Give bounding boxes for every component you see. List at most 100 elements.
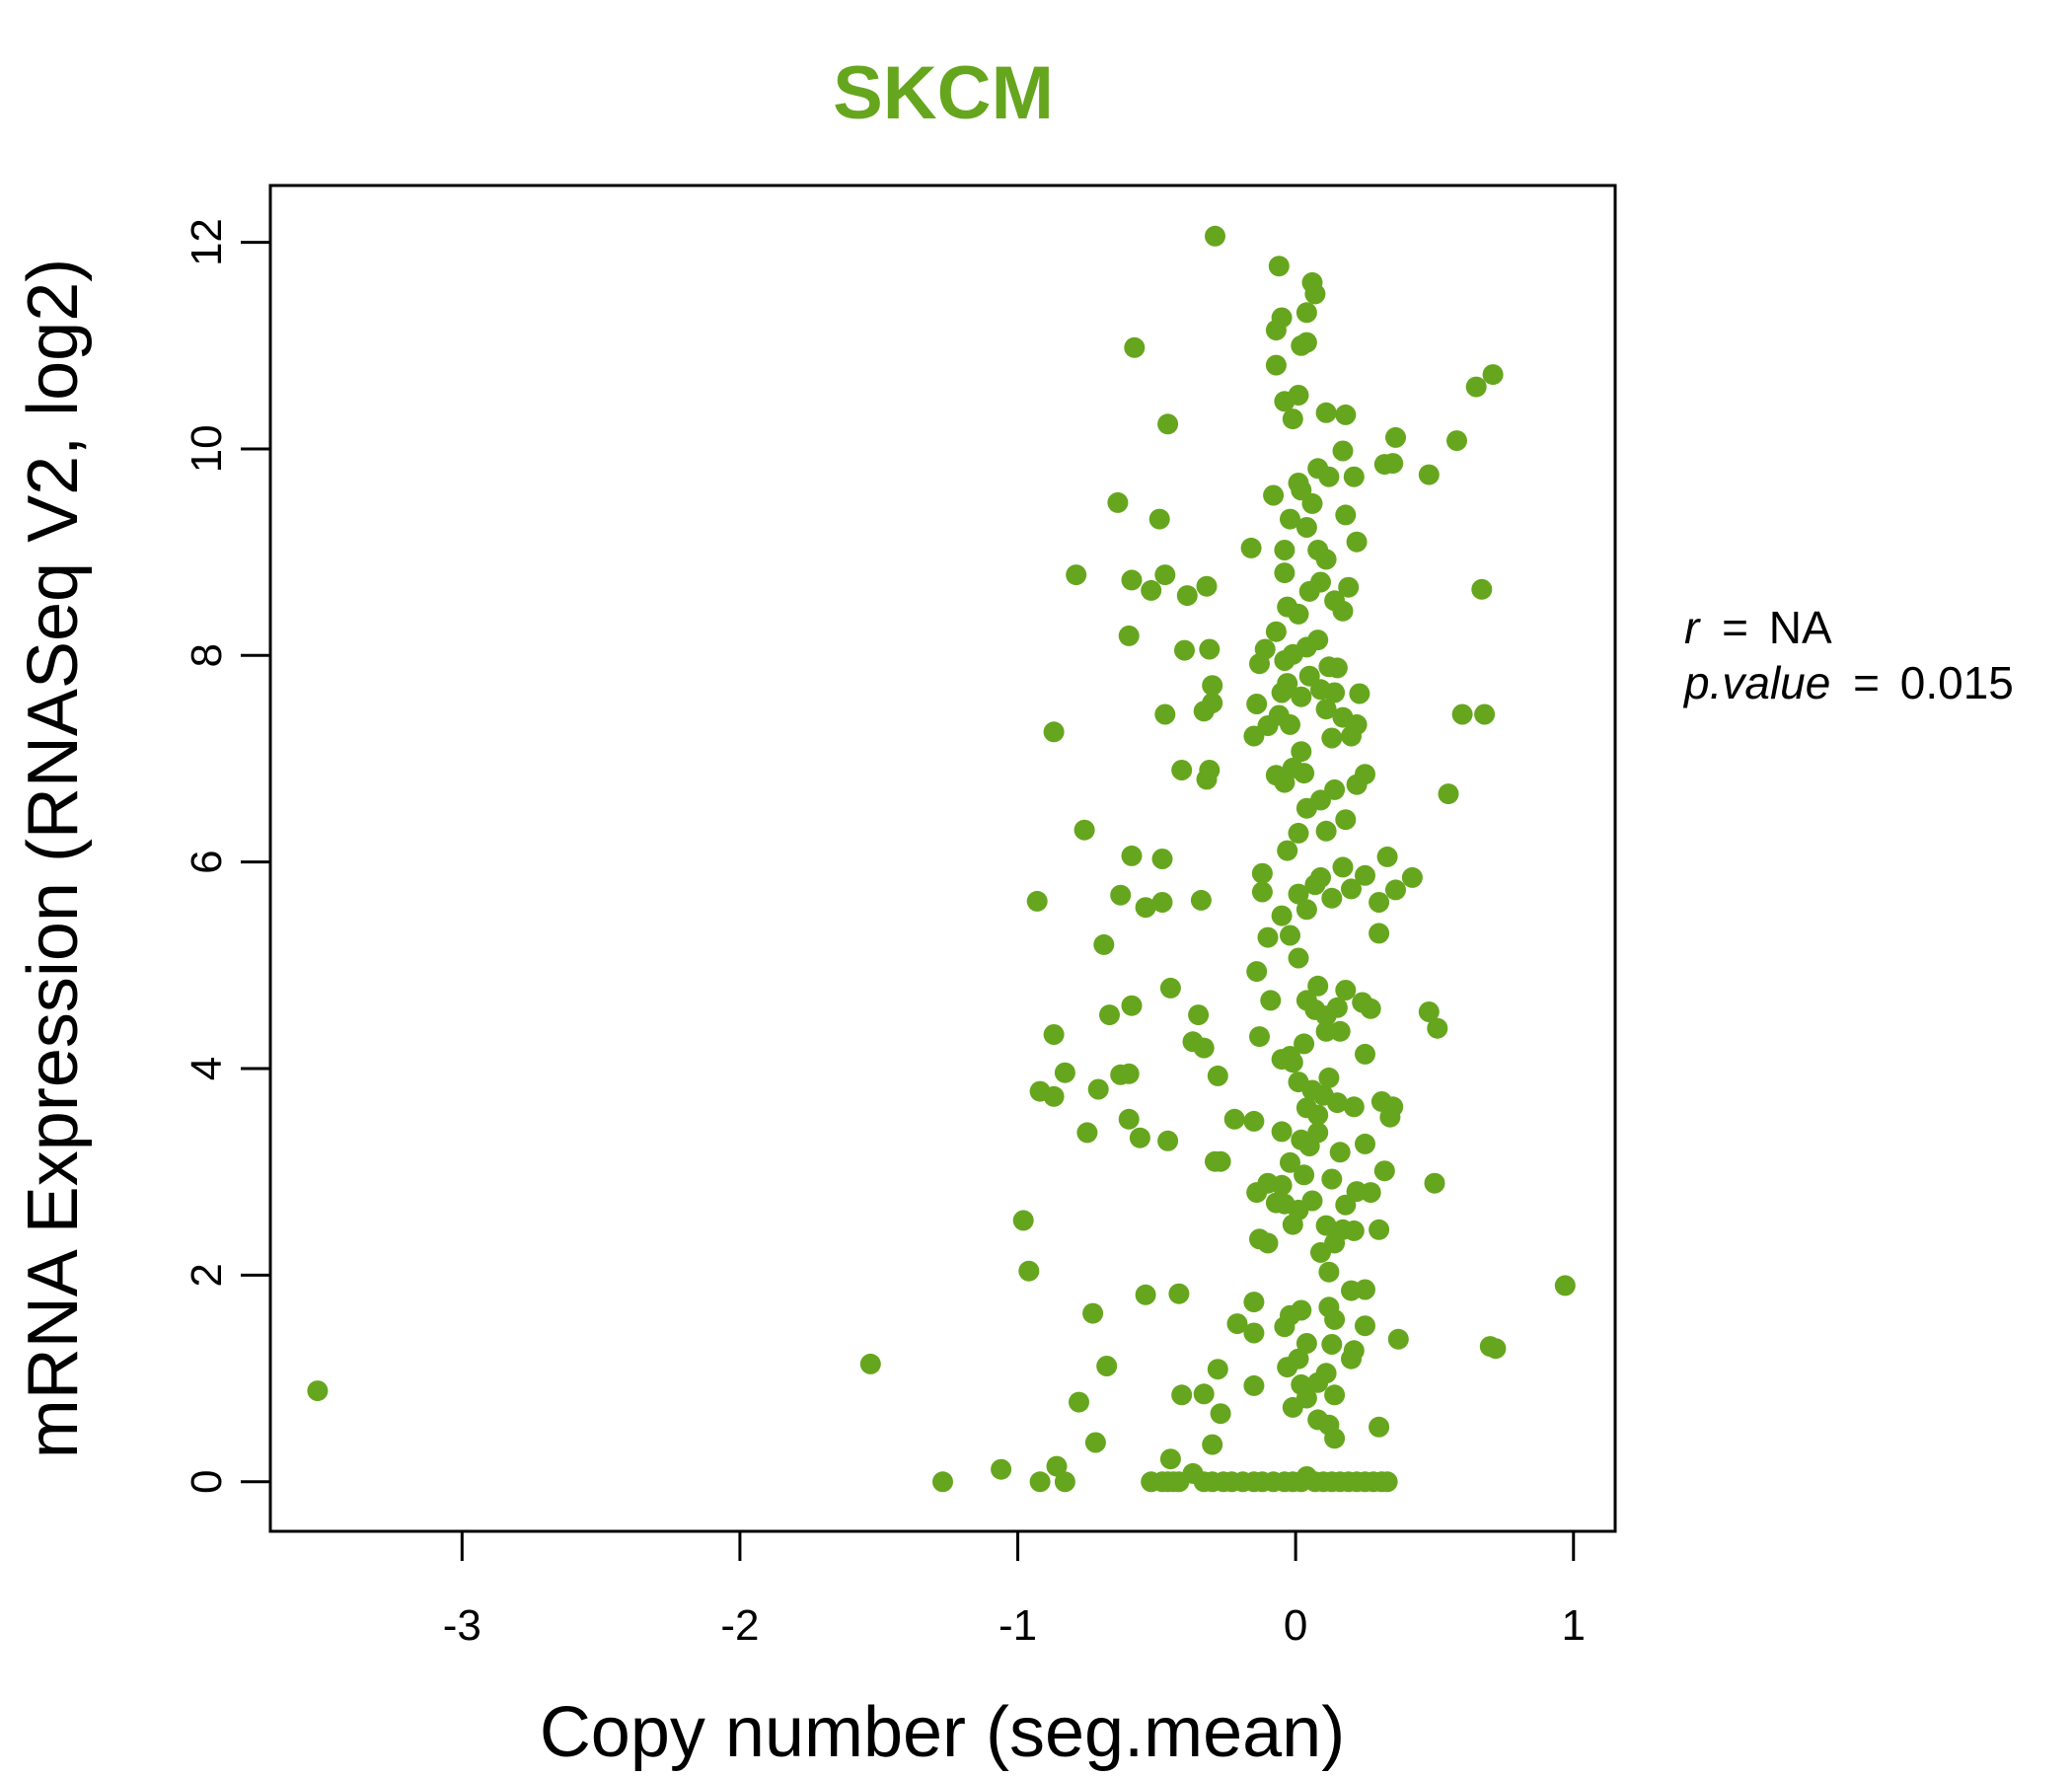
data-point xyxy=(1427,1017,1448,1039)
data-point xyxy=(1321,1334,1343,1355)
data-point xyxy=(1335,404,1357,425)
data-point xyxy=(1110,884,1132,906)
data-point xyxy=(1274,562,1295,584)
data-point xyxy=(1069,1391,1089,1413)
x-tick-label: -3 xyxy=(443,1601,481,1650)
data-point xyxy=(859,1353,881,1374)
data-point xyxy=(1157,1130,1179,1151)
data-point xyxy=(1076,1122,1098,1144)
r-value: NA xyxy=(1769,602,1832,653)
data-point xyxy=(1369,892,1390,913)
data-point xyxy=(1446,430,1467,452)
data-point xyxy=(1151,892,1173,913)
x-tick-label: 1 xyxy=(1562,1601,1586,1650)
data-point xyxy=(1087,1078,1109,1100)
data-point xyxy=(1369,923,1390,944)
data-point xyxy=(1321,727,1343,749)
data-point xyxy=(1151,849,1173,869)
data-point xyxy=(1226,1313,1248,1335)
data-point xyxy=(1054,1062,1075,1083)
y-tick-label: 2 xyxy=(183,1263,231,1287)
data-point xyxy=(1243,1374,1265,1396)
data-point xyxy=(1018,1260,1040,1282)
r-equals: = xyxy=(1722,602,1748,653)
data-point xyxy=(1026,890,1048,912)
data-point xyxy=(1196,769,1218,790)
data-point xyxy=(991,1458,1012,1480)
data-point xyxy=(1326,657,1348,679)
x-tick-label: -1 xyxy=(999,1601,1037,1650)
data-point xyxy=(1277,840,1298,861)
data-point xyxy=(1307,629,1329,651)
data-point xyxy=(1288,473,1309,493)
data-point xyxy=(1382,453,1404,475)
data-point xyxy=(1343,1340,1365,1362)
data-point xyxy=(1294,1164,1315,1186)
data-point xyxy=(1141,579,1162,601)
data-point xyxy=(1274,1316,1295,1338)
data-point xyxy=(1265,354,1287,376)
data-point xyxy=(1121,845,1143,866)
data-point xyxy=(1210,1150,1231,1172)
data-point xyxy=(1240,537,1262,558)
data-point xyxy=(1246,694,1268,714)
data-point xyxy=(1029,1080,1051,1102)
data-point xyxy=(1349,683,1370,704)
data-point xyxy=(1066,564,1087,586)
y-axis: 0 2 4 6 8 10 12 xyxy=(183,218,270,1494)
data-point xyxy=(1295,332,1317,353)
data-point xyxy=(1107,491,1129,513)
data-point xyxy=(1271,682,1293,703)
data-point xyxy=(1346,713,1368,735)
data-point xyxy=(1355,1043,1375,1065)
data-point xyxy=(1265,621,1287,642)
data-point xyxy=(1326,1092,1348,1114)
x-tick-label: 0 xyxy=(1284,1601,1307,1650)
data-point xyxy=(1029,1471,1051,1493)
data-point xyxy=(1043,721,1065,743)
data-point xyxy=(1295,1333,1317,1354)
data-point xyxy=(1288,603,1309,625)
data-point xyxy=(1121,995,1143,1016)
data-point xyxy=(1295,302,1317,324)
data-point xyxy=(1202,675,1223,697)
data-point xyxy=(1124,336,1146,358)
data-point xyxy=(1210,1403,1231,1425)
data-point xyxy=(1315,1215,1337,1236)
data-point xyxy=(1438,783,1459,805)
data-point xyxy=(1474,703,1496,725)
p-value: 0.015 xyxy=(1900,657,2014,708)
plot-frame xyxy=(268,184,1617,1533)
data-point xyxy=(1243,1292,1265,1313)
data-point xyxy=(1310,866,1331,888)
data-point xyxy=(1295,517,1317,538)
data-point xyxy=(1190,889,1212,911)
data-point xyxy=(1251,881,1273,903)
data-point xyxy=(1263,484,1285,506)
data-point xyxy=(1271,1174,1293,1196)
data-point xyxy=(1335,980,1357,1000)
data-point xyxy=(1280,713,1300,735)
data-point xyxy=(1315,402,1337,423)
data-point xyxy=(1054,1471,1075,1493)
data-point xyxy=(1288,947,1309,969)
data-point xyxy=(1154,703,1176,725)
x-axis: -3 -2 -1 0 1 xyxy=(443,1531,1586,1650)
data-point xyxy=(1188,1004,1210,1026)
data-point xyxy=(1118,1108,1140,1130)
data-point xyxy=(1355,1315,1375,1337)
data-point xyxy=(1360,998,1381,1019)
data-point xyxy=(1321,1168,1343,1190)
data-point xyxy=(307,1380,329,1402)
x-tick-label: -2 xyxy=(720,1601,759,1650)
data-point xyxy=(1343,466,1365,487)
data-point xyxy=(1168,1283,1190,1304)
data-point xyxy=(1157,413,1179,435)
data-point xyxy=(1159,977,1181,999)
data-points xyxy=(307,225,1576,1493)
x-axis-label: Copy number (seg.mean) xyxy=(540,1693,1345,1772)
data-point xyxy=(1379,1106,1401,1128)
data-point xyxy=(1355,764,1375,785)
data-point xyxy=(1418,464,1440,485)
data-point xyxy=(1118,1063,1140,1084)
